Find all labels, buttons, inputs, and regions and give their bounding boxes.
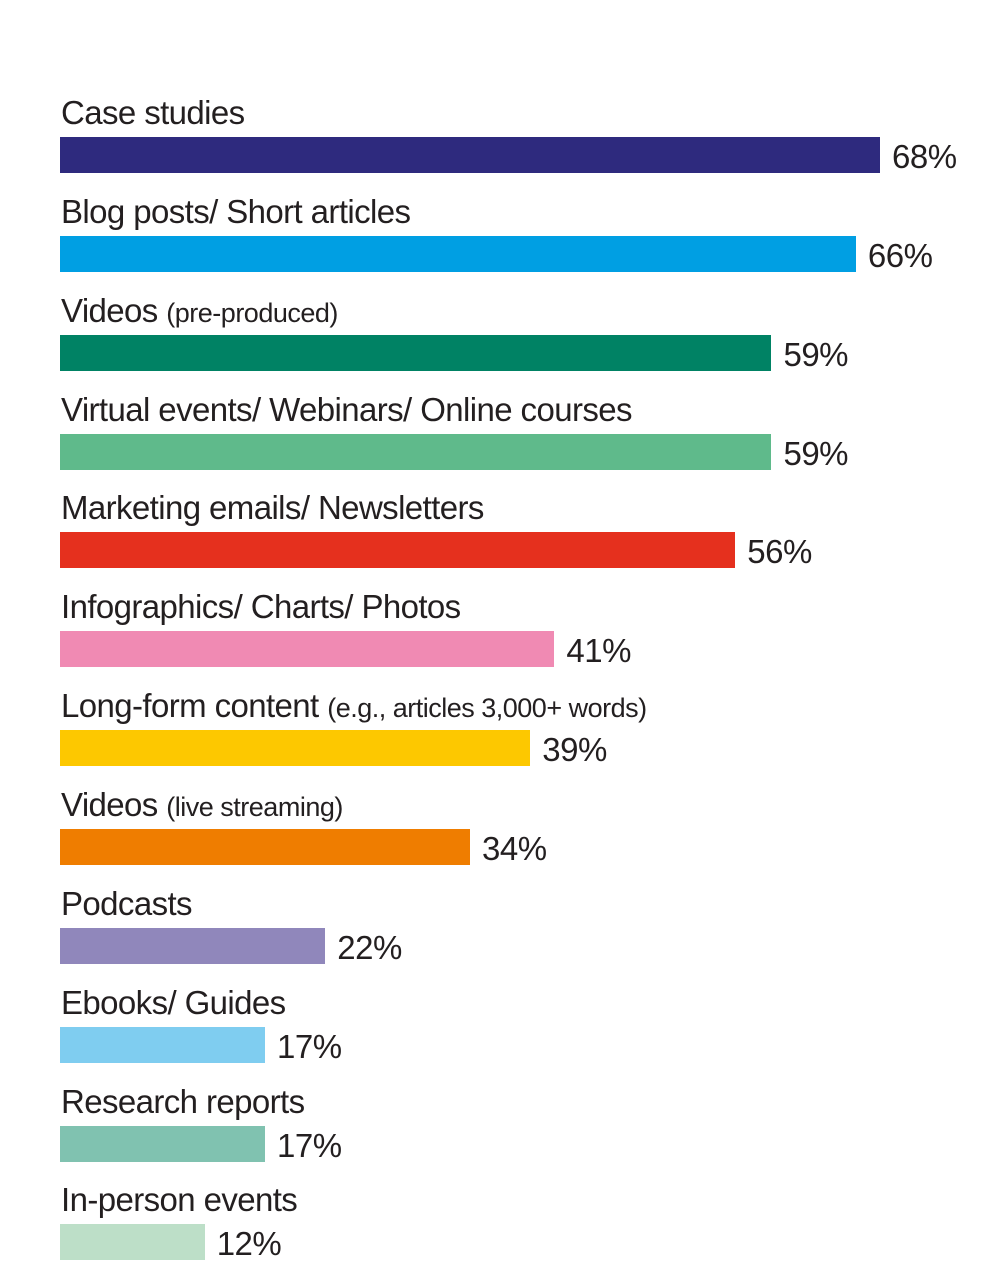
value-label: 41% bbox=[566, 632, 631, 670]
bar bbox=[60, 1224, 205, 1261]
value-label: 34% bbox=[482, 829, 547, 867]
category-label: Podcasts bbox=[61, 884, 193, 922]
bar bbox=[60, 1026, 265, 1063]
value-label: 59% bbox=[783, 335, 849, 373]
value-label: 12% bbox=[216, 1225, 282, 1262]
bar bbox=[60, 532, 736, 569]
value-label: 68% bbox=[892, 138, 957, 175]
value-label: 56% bbox=[747, 533, 812, 571]
category-label: Blog posts/ Short articles bbox=[61, 192, 411, 230]
category-name: Blog posts/ Short articles bbox=[61, 192, 411, 230]
category-label: Virtual events/ Webinars/ Online courses bbox=[61, 390, 633, 428]
category-label: Videos (pre-produced) bbox=[61, 294, 338, 327]
category-name: Virtual events/ Webinars/ Online courses bbox=[61, 390, 633, 428]
category-label: Ebooks/ Guides bbox=[61, 986, 286, 1019]
bar bbox=[60, 828, 470, 865]
bar bbox=[60, 137, 880, 173]
bar bbox=[60, 927, 326, 964]
category-label: In-person events bbox=[61, 1181, 298, 1219]
value-label: 17% bbox=[277, 1027, 342, 1065]
value-label: 22% bbox=[337, 928, 402, 966]
bar bbox=[60, 433, 772, 470]
category-note: (e.g., articles 3,000+ words) bbox=[327, 693, 647, 724]
value-label: 17% bbox=[277, 1126, 342, 1164]
category-label: Marketing emails/ Newsletters bbox=[61, 491, 484, 524]
category-label: Infographics/ Charts/ Photos bbox=[61, 590, 461, 623]
value-label: 66% bbox=[867, 236, 933, 274]
category-label: Research reports bbox=[61, 1085, 305, 1118]
category-note: (live streaming) bbox=[166, 791, 343, 822]
category-label: Case studies bbox=[61, 96, 245, 129]
category-name: Long-form content bbox=[61, 687, 319, 725]
bar bbox=[60, 235, 856, 272]
bar bbox=[60, 631, 555, 668]
bar bbox=[60, 334, 772, 371]
category-name: Infographics/ Charts/ Photos bbox=[61, 588, 461, 626]
category-name: Marketing emails/ Newsletters bbox=[61, 489, 484, 527]
value-label: 39% bbox=[542, 731, 607, 769]
category-name: Case studies bbox=[61, 94, 245, 131]
category-name: Research reports bbox=[61, 1082, 305, 1120]
category-label: Videos (live streaming) bbox=[61, 788, 343, 821]
category-name: Podcasts bbox=[61, 884, 193, 922]
category-name: Ebooks/ Guides bbox=[61, 983, 286, 1021]
category-note: (pre-produced) bbox=[166, 297, 338, 328]
value-label: 59% bbox=[783, 434, 849, 472]
bar bbox=[60, 1125, 265, 1162]
bar bbox=[60, 730, 531, 767]
category-name: In-person events bbox=[61, 1181, 298, 1219]
category-name: Videos bbox=[61, 291, 158, 329]
category-label: Long-form content (e.g., articles 3,000+… bbox=[61, 689, 647, 722]
category-name: Videos bbox=[61, 785, 158, 823]
